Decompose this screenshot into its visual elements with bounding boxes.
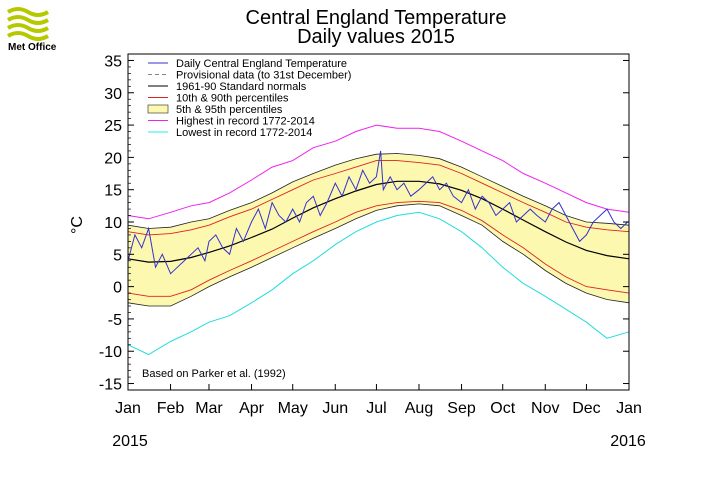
climatology-lines [127,124,630,356]
y-tick-label: 10 [104,215,122,232]
p90-line [127,160,630,236]
x-tick-label: Jul [366,400,386,417]
y-axis-ticks: 35 30 25 20 15 10 5 0 -5 -10 -15 [99,53,629,394]
y-tick-label: 30 [104,86,122,103]
record-max-line [127,124,630,220]
x-axis-ticks: Jan Feb Mar Apr May Jun Jul Aug Sep Oct Nov Dec Jan [115,384,642,417]
year-start-label: 2015 [112,433,148,450]
y-axis-label: °C [69,216,86,234]
y-tick-label: 5 [113,247,122,264]
x-tick-label: May [278,400,308,417]
year-end-label: 2016 [610,433,646,450]
chart-subtitle: Daily values 2015 [297,26,455,48]
legend-swatch [147,104,169,114]
chart-title: Central England Temperature [246,7,507,29]
daily-temperature-line [127,150,628,275]
band-5-95-percentiles [128,153,629,306]
x-tick-label: Aug [405,400,433,417]
y-tick-label: -5 [108,312,122,329]
x-tick-label: Feb [157,400,185,417]
x-tick-label: Oct [490,400,515,417]
x-tick-label: Jan [616,400,642,417]
legend: Daily Central England TemperatureProvisi… [147,58,351,139]
x-tick-label: Mar [195,400,223,417]
y-tick-label: -10 [99,344,122,361]
x-tick-label: Jan [115,400,141,417]
y-tick-label: 15 [104,183,122,200]
source-annotation: Based on Parker et al. (1992) [142,368,286,380]
y-tick-label: 35 [104,53,122,70]
legend-label: 1961-90 Standard normals [176,81,307,93]
x-tick-label: Apr [239,400,265,417]
y-tick-label: -15 [99,377,122,394]
x-tick-label: Nov [531,400,559,417]
y-tick-label: 25 [104,118,122,135]
legend-label: Daily Central England Temperature [176,58,347,70]
x-tick-label: Dec [572,400,600,417]
legend-label: 10th & 90th percentiles [176,93,289,105]
daily-series [127,150,628,275]
x-tick-label: Jun [322,400,348,417]
legend-label: Highest in record 1772-2014 [176,116,315,128]
y-tick-label: 20 [104,150,122,167]
legend-label: Provisional data (to 31st December) [176,70,351,82]
legend-label: Lowest in record 1772-2014 [176,127,312,139]
normal-line [127,180,630,263]
p10-line [127,200,630,297]
p5-p95-band [128,153,629,306]
met-office-logo [6,7,50,41]
logo-text: Met Office [8,42,57,53]
legend-label: 5th & 95th percentiles [176,104,283,116]
x-tick-label: Sep [447,400,476,417]
p5-line [127,203,630,307]
p95-line [127,153,630,229]
record-min-line [127,211,630,356]
y-tick-label: 0 [113,280,122,297]
